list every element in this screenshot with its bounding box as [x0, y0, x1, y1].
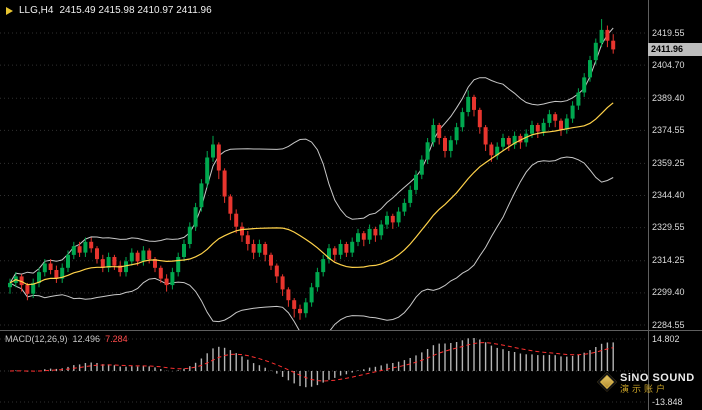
candlestick-chart[interactable] — [0, 0, 648, 330]
brand-watermark: SiNO SOUND 演示账户 — [597, 372, 695, 394]
macd-value-signal: 7.284 — [105, 334, 128, 344]
price-axis-label: 2344.40 — [652, 190, 685, 201]
panel-separator-line[interactable] — [0, 330, 702, 331]
macd-axis[interactable]: 14.802 -13.848 — [649, 331, 702, 410]
price-axis-label: 2284.55 — [652, 319, 685, 330]
macd-axis-label: 14.802 — [652, 334, 680, 344]
macd-value-main: 12.496 — [72, 334, 101, 344]
current-price-tag: 2411.96 — [648, 42, 702, 56]
price-axis-label: 2389.40 — [652, 92, 685, 103]
axis-separator-line — [648, 0, 649, 410]
price-axis-label: 2404.70 — [652, 59, 685, 70]
brand-subtext: 演示账户 — [620, 384, 669, 394]
price-axis-label: 2419.55 — [652, 27, 685, 38]
chart-marker-icon — [6, 6, 13, 15]
macd-indicator-chart[interactable] — [0, 331, 648, 410]
price-axis-label: 2329.55 — [652, 222, 685, 233]
price-axis[interactable]: 2419.55 2404.70 2389.40 2374.55 2359.25 2344.… — [649, 0, 702, 330]
price-axis-label: 2314.25 — [652, 255, 685, 266]
ohlc-values: 2415.49 2415.98 2410.97 2411.96 — [59, 5, 212, 16]
macd-indicator-name: MACD(12,26,9) — [5, 334, 68, 344]
price-axis-label: 2299.40 — [652, 287, 685, 298]
symbol-info: LLG,H4 2415.49 2415.98 2410.97 2411.96 — [6, 5, 212, 16]
brand-logo-icon — [597, 372, 617, 392]
brand-name: SiNO SOUND — [620, 372, 695, 384]
price-axis-label: 2359.25 — [652, 157, 685, 168]
macd-panel-label: MACD(12,26,9) 12.496 7.284 — [5, 334, 128, 344]
price-axis-label: 2374.55 — [652, 124, 685, 135]
macd-axis-label: -13.848 — [652, 397, 683, 407]
symbol-name: LLG,H4 — [19, 5, 54, 16]
